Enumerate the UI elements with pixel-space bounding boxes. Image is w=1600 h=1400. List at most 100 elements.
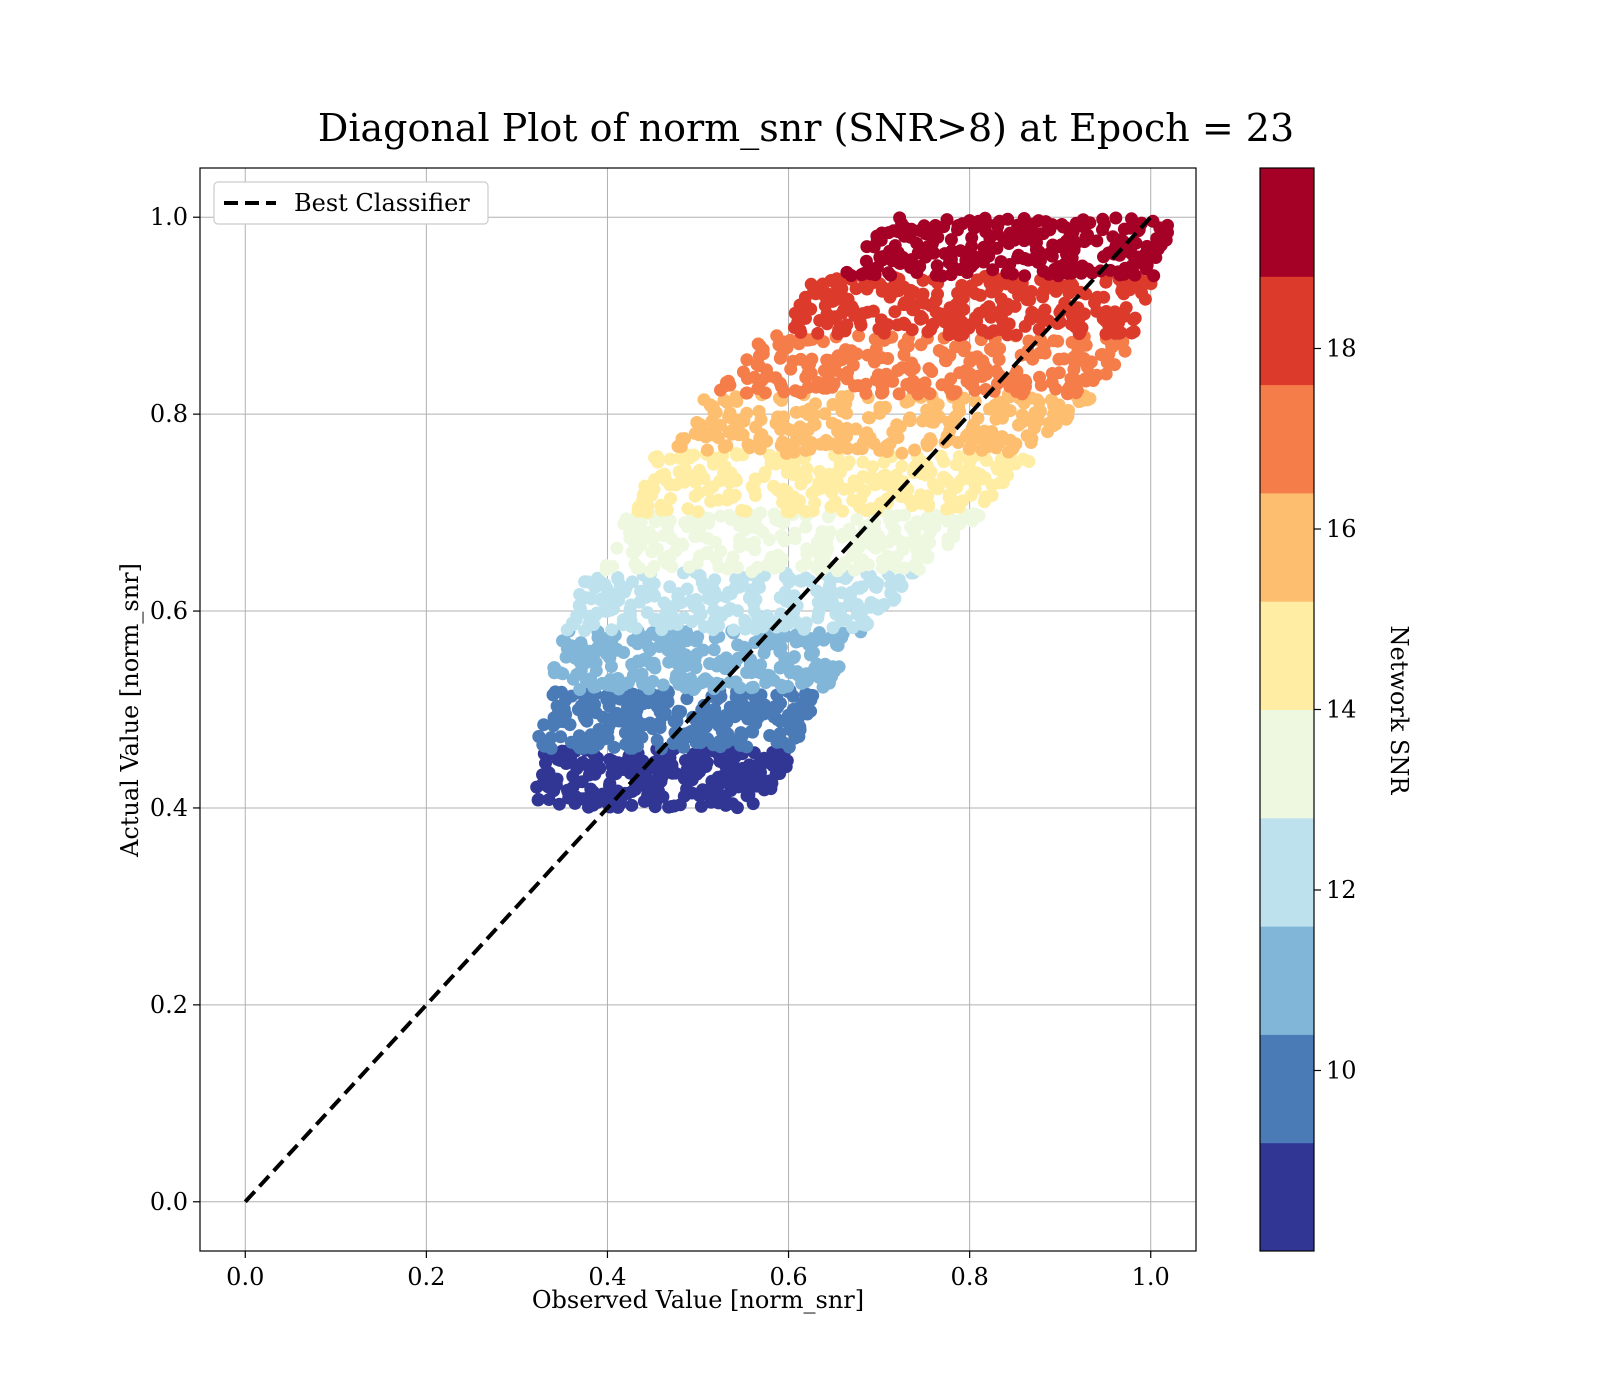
scatter-point	[801, 423, 815, 437]
scatter-point	[755, 373, 769, 387]
scatter-point	[809, 287, 823, 301]
scatter-point	[866, 460, 879, 474]
scatter-point	[758, 465, 772, 479]
scatter-point	[860, 282, 874, 296]
scatter-point	[747, 535, 761, 549]
y-axis-ticks: 0.0 0.2 0.4 0.6 0.8 1.0	[150, 203, 200, 1216]
scatter-point	[747, 514, 761, 528]
scatter-point	[639, 776, 653, 790]
scatter-point	[744, 583, 758, 597]
scatter-point	[1015, 416, 1028, 430]
scatter-point	[902, 412, 916, 426]
scatter-point	[806, 689, 820, 702]
scatter-point	[794, 634, 808, 648]
plot-frame	[199, 167, 1197, 1252]
scatter-point	[848, 563, 861, 577]
scatter-point	[962, 461, 976, 475]
scatter-point	[583, 675, 597, 689]
scatter-point	[1140, 258, 1154, 272]
scatter-point	[653, 721, 667, 735]
x-tick-label: 0.6	[769, 1263, 807, 1291]
scatter-point	[720, 715, 734, 729]
scatter-point	[692, 428, 706, 442]
scatter-point	[1135, 286, 1149, 300]
scatter-point	[1123, 283, 1137, 297]
scatter-point	[801, 408, 815, 422]
scatter-point	[736, 698, 750, 712]
colorbar-level	[1260, 709, 1314, 819]
legend-entry-best-classifier: Best Classifier	[294, 189, 470, 217]
scatter-point	[1097, 250, 1110, 264]
scatter-point	[616, 763, 630, 776]
scatter-point	[1125, 212, 1138, 226]
scatter-point	[691, 505, 705, 519]
colorbar-label: Network SNR	[1385, 626, 1413, 796]
scatter-point	[904, 260, 917, 274]
scatter-point	[629, 708, 643, 722]
scatter-point	[546, 688, 560, 702]
scatter-point	[571, 646, 585, 659]
scatter-point	[1066, 279, 1080, 292]
y-tick-label: 0.0	[150, 1188, 188, 1216]
scatter-point	[659, 474, 673, 488]
scatter-point	[1073, 340, 1087, 354]
scatter-point	[898, 220, 912, 234]
scatter-point	[873, 443, 887, 457]
colorbar-levels	[1260, 168, 1314, 1252]
scatter-point	[863, 411, 876, 425]
scatter-point	[1067, 243, 1081, 257]
scatter-point	[706, 457, 720, 471]
scatter-point	[898, 536, 912, 550]
scatter-point	[714, 654, 727, 668]
scatter-point	[733, 540, 747, 554]
scatter-point	[998, 320, 1012, 334]
scatter-point	[911, 387, 925, 401]
scatter-point	[686, 653, 700, 667]
scatter-point	[566, 769, 580, 783]
scatter-point	[624, 598, 638, 612]
chart-title: Diagonal Plot of norm_snr (SNR>8) at Epo…	[318, 106, 1294, 151]
scatter-point	[928, 514, 942, 527]
scatter-point	[607, 740, 621, 754]
scatter-point	[777, 410, 790, 424]
scatter-point	[712, 735, 726, 749]
scatter-point	[1033, 346, 1047, 360]
scatter-point	[745, 480, 759, 494]
scatter-point	[1036, 264, 1050, 278]
scatter-point	[801, 366, 815, 380]
scatter-point	[571, 703, 585, 717]
scatter-point	[942, 475, 956, 489]
scatter-point	[1045, 249, 1059, 263]
scatter-point	[554, 730, 568, 744]
scatter-point	[867, 240, 881, 254]
scatter-point	[977, 253, 991, 267]
scatter-point	[839, 296, 853, 310]
scatter-point	[656, 678, 670, 692]
scatter-point	[822, 374, 836, 388]
scatter-point	[707, 423, 721, 437]
scatter-point	[773, 661, 787, 675]
scatter-point	[1016, 452, 1030, 466]
scatter-point	[994, 292, 1008, 306]
scatter-point	[707, 614, 721, 628]
scatter-point	[1023, 312, 1037, 326]
scatter-point	[990, 241, 1004, 255]
scatter-point	[774, 529, 788, 543]
scatter-point	[642, 788, 656, 802]
y-tick-label: 0.2	[150, 991, 188, 1019]
scatter-point	[657, 637, 671, 651]
scatter-point	[1112, 316, 1126, 330]
scatter-point	[1049, 284, 1063, 298]
scatter-point	[668, 735, 682, 749]
colorbar-tick-label: 14	[1326, 696, 1357, 724]
scatter-point	[691, 787, 705, 801]
colorbar-tick-label: 18	[1326, 335, 1357, 363]
scatter-point	[924, 434, 938, 448]
scatter-point	[683, 451, 697, 465]
scatter-point	[1114, 266, 1128, 280]
scatter-point	[1086, 374, 1100, 387]
y-axis-label: Actual Value [norm_snr]	[116, 563, 144, 858]
scatter-point	[835, 530, 849, 544]
scatter-point	[914, 312, 927, 326]
